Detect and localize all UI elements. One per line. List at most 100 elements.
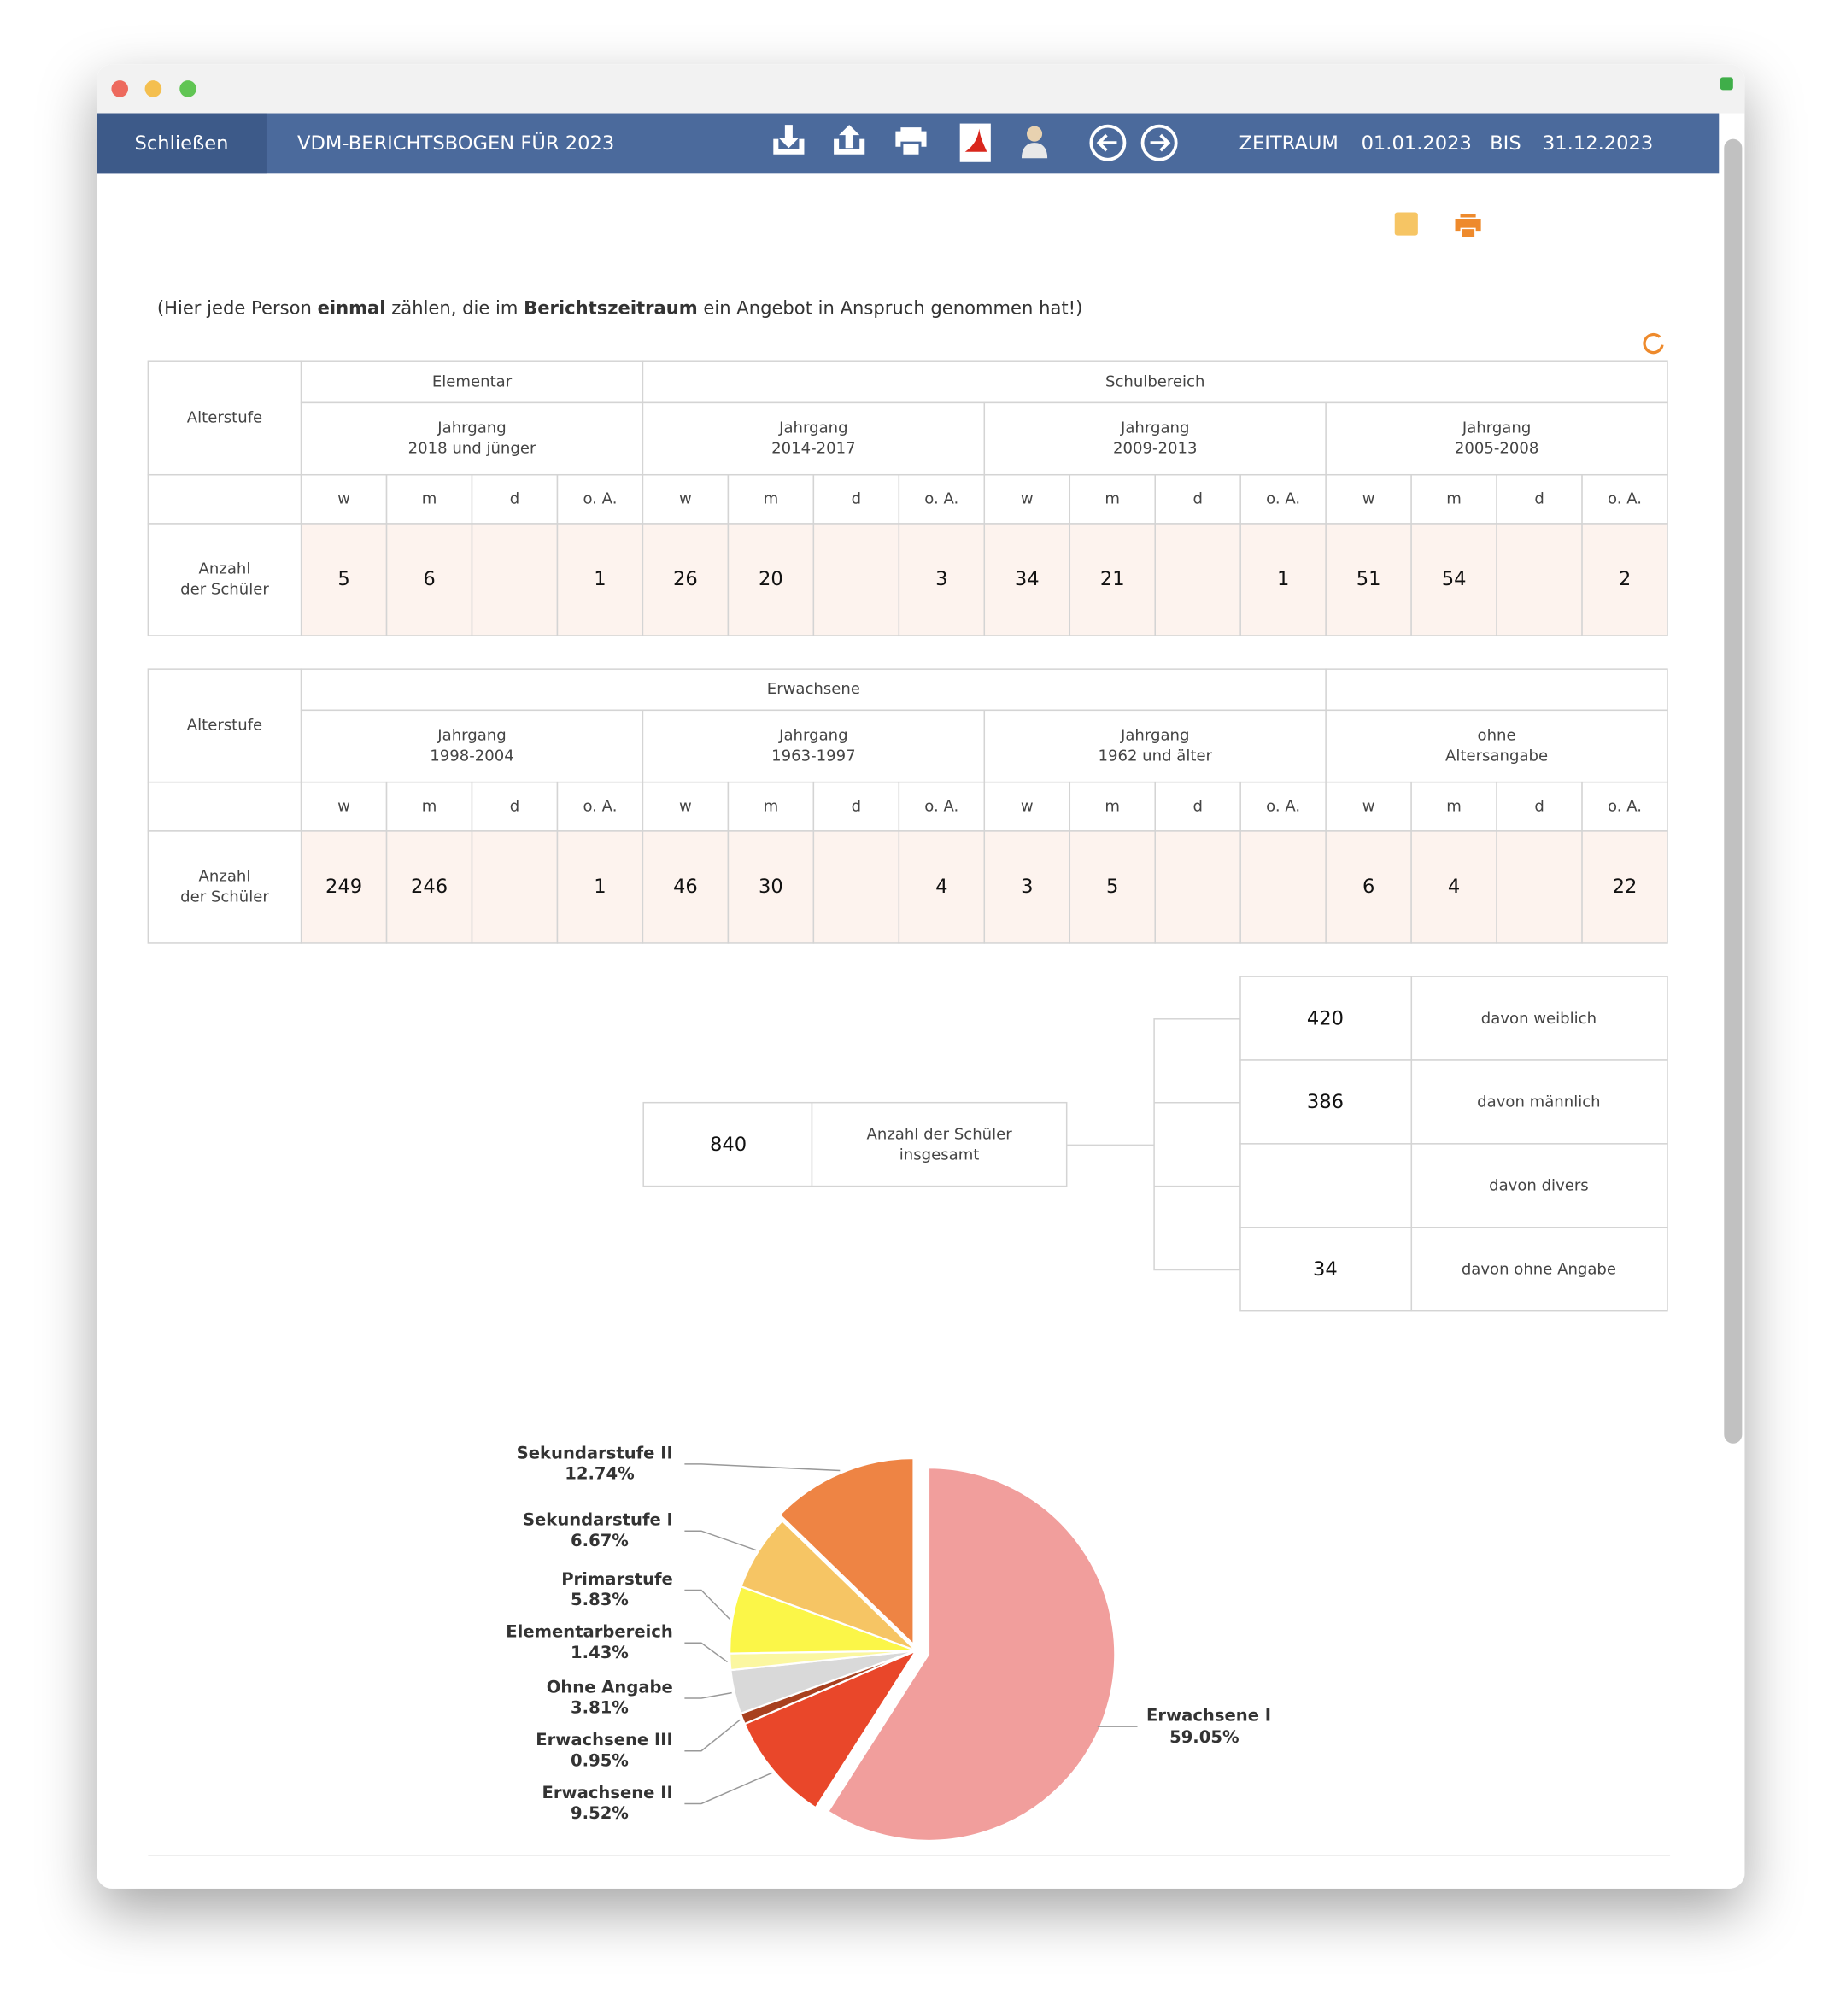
- cohort-label: Jahrgang: [1120, 419, 1189, 437]
- breakdown-label: davon weiblich: [1481, 1010, 1597, 1028]
- cohort-cell: [1325, 401, 1668, 476]
- cohort-cell: [300, 709, 644, 783]
- close-dot[interactable]: [111, 80, 129, 97]
- cohort-label: Altersangabe: [1445, 747, 1548, 765]
- breakdown-value: 386: [1307, 1091, 1344, 1113]
- value-cell: [556, 830, 644, 944]
- value-cell: [1154, 830, 1241, 944]
- gender-label: d: [1192, 489, 1202, 507]
- gender-label: d: [1534, 489, 1544, 507]
- total-value: 840: [710, 1134, 747, 1156]
- value-cell: [983, 523, 1071, 636]
- note-part: (Hier jede Person: [157, 296, 318, 318]
- back-icon[interactable]: [1089, 124, 1127, 161]
- total-label: Anzahl der Schüler: [867, 1125, 1013, 1143]
- pdf-mark: [964, 128, 987, 152]
- value-cell: [385, 523, 473, 636]
- value: 1: [594, 568, 606, 590]
- nav-icons: [1089, 124, 1178, 161]
- gender-cell: [385, 473, 473, 525]
- forward-icon[interactable]: [1140, 124, 1178, 161]
- gender-label: m: [764, 489, 779, 507]
- value: 5: [1106, 876, 1118, 898]
- note: (Hier jede Person einmal zählen, die im …: [157, 296, 1082, 318]
- cohort-label: Jahrgang: [1120, 726, 1189, 744]
- gender-label: w: [679, 489, 692, 507]
- note-part: ein Angebot in Anspruch genommen hat!): [698, 296, 1083, 318]
- value-cell: [727, 830, 815, 944]
- gender-label: m: [1105, 797, 1120, 815]
- cohort-cell: [642, 709, 986, 783]
- breakdown-value-cell: [1239, 1227, 1413, 1312]
- gender-cell: [300, 473, 388, 525]
- value-cell: [1581, 830, 1668, 944]
- gender-label: o. A.: [924, 797, 958, 815]
- gender-cell: [1069, 781, 1156, 832]
- gender-label: m: [764, 797, 779, 815]
- breakdown-value-cell: [1239, 1143, 1413, 1228]
- cohort-label: 2005-2008: [1455, 440, 1538, 458]
- cohort-cell: [1325, 709, 1668, 783]
- value-cell: [385, 830, 473, 944]
- group-cell: [300, 668, 1327, 712]
- row-label-cell: [147, 523, 302, 636]
- value-cell: [1496, 830, 1583, 944]
- refresh-icon[interactable]: [1643, 332, 1664, 355]
- value-cell: [1325, 523, 1412, 636]
- breakdown-label: davon ohne Angabe: [1462, 1260, 1616, 1278]
- value-cell: [1410, 830, 1497, 944]
- gender-label: o. A.: [924, 489, 958, 507]
- gender-label: d: [510, 489, 519, 507]
- gender-label: w: [1021, 797, 1034, 815]
- minimize-dot[interactable]: [144, 80, 162, 97]
- gender-label: o. A.: [1608, 797, 1642, 815]
- note-icon[interactable]: [1394, 212, 1418, 236]
- gender-cell: [1069, 473, 1156, 525]
- value-cell: [812, 523, 900, 636]
- close-label[interactable]: Schließen: [135, 132, 229, 155]
- breakdown-label-cell: [1410, 1227, 1668, 1312]
- value-cell: [1069, 523, 1156, 636]
- leader-line: [684, 1772, 772, 1805]
- cohort-label: Jahrgang: [437, 726, 506, 744]
- back-arrow: [1096, 133, 1117, 152]
- download-icon[interactable]: [773, 125, 805, 155]
- upload-icon[interactable]: [834, 125, 865, 155]
- zoom-dot[interactable]: [179, 80, 196, 97]
- gender-cell: [1581, 781, 1668, 832]
- user-icon[interactable]: [1027, 126, 1043, 142]
- pie-slice: [778, 1456, 915, 1648]
- group-cell: [642, 360, 1668, 404]
- slice-percent: 5.83%: [571, 1590, 629, 1609]
- total-cell: [642, 1101, 813, 1187]
- scrollbar[interactable]: [1724, 138, 1743, 1444]
- breakdown-label-cell: [1410, 1059, 1668, 1145]
- bracket: [1153, 1018, 1241, 1271]
- gender-label: d: [852, 797, 861, 815]
- value-cell: [727, 523, 815, 636]
- gender-label: w: [1362, 489, 1375, 507]
- value-cell: [1069, 830, 1156, 944]
- slice-percent: 6.67%: [571, 1531, 629, 1550]
- leader-line: [684, 1691, 732, 1699]
- toolbar-title: VDM-BERICHTSBOGEN FÜR 2023: [297, 131, 614, 155]
- lock-icon: [1720, 77, 1733, 91]
- gender-cell: [556, 473, 644, 525]
- value: 22: [1613, 876, 1638, 898]
- value: 6: [1362, 876, 1374, 898]
- pie-slice: [743, 1648, 919, 1809]
- toolbar-icons: [773, 123, 1048, 162]
- value-cell: [642, 830, 730, 944]
- slice-percent: 9.52%: [571, 1803, 629, 1823]
- note-part: einmal: [318, 296, 386, 318]
- pie-slice: [826, 1466, 1116, 1842]
- value: 21: [1100, 568, 1125, 590]
- print-small-icon[interactable]: [1455, 214, 1481, 237]
- cohort-label: 2018 und jünger: [408, 440, 536, 458]
- value-cell: [812, 830, 900, 944]
- print-icon[interactable]: [895, 127, 927, 155]
- close-button[interactable]: [97, 113, 267, 174]
- pie-chart: Erwachsene I59.05% Erwachsene II9.52% Erwa…: [506, 1443, 1271, 1842]
- cohort-label: Jahrgang: [437, 419, 506, 437]
- value-cell: [1239, 523, 1327, 636]
